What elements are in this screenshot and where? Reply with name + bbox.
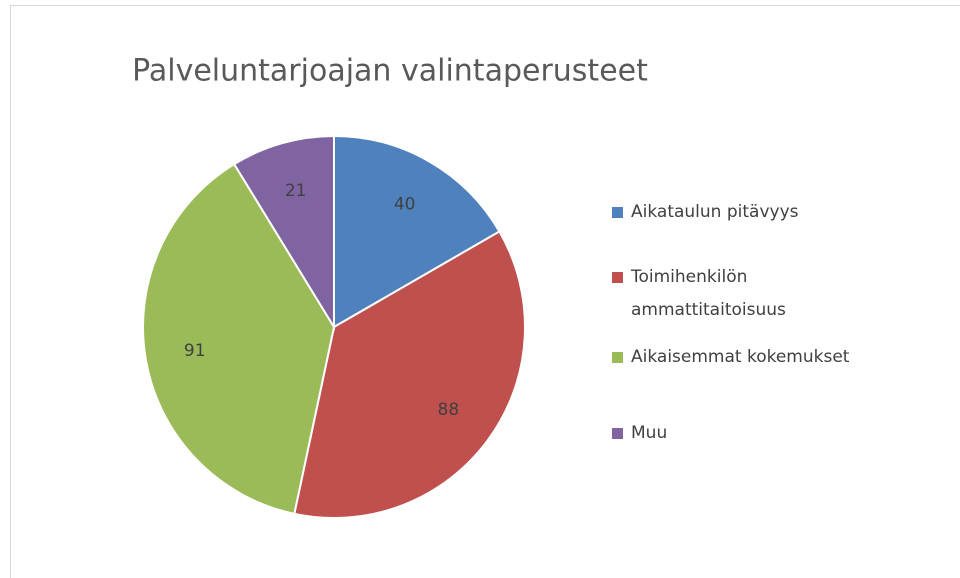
legend-entry: Muu (612, 417, 892, 450)
legend-swatch (612, 272, 623, 283)
legend-label: Muu (631, 423, 668, 443)
legend-label: Aikaisemmat kokemukset (631, 347, 850, 367)
pie-slice (232, 134, 335, 331)
data-label: 21 (285, 181, 307, 201)
legend-swatch (612, 428, 623, 439)
pie-slice (293, 230, 526, 519)
legend-entry: Toimihenkilön ammattitaitoisuus (612, 261, 892, 327)
chart-title: Palveluntarjoajan valintaperusteet (132, 54, 648, 89)
data-label: 91 (184, 341, 206, 361)
data-label: 88 (438, 400, 460, 420)
data-label: 40 (394, 195, 416, 215)
legend-label: Aikataulun pitävyys (631, 202, 799, 222)
legend-entry: Aikataulun pitävyys (612, 196, 892, 229)
legend-entry: Aikaisemmat kokemukset (612, 341, 892, 374)
legend-swatch (612, 207, 623, 218)
pie-slice (142, 162, 336, 516)
pie-slice (333, 134, 501, 329)
legend-swatch (612, 352, 623, 363)
legend-label: Toimihenkilön ammattitaitoisuus (631, 267, 786, 320)
